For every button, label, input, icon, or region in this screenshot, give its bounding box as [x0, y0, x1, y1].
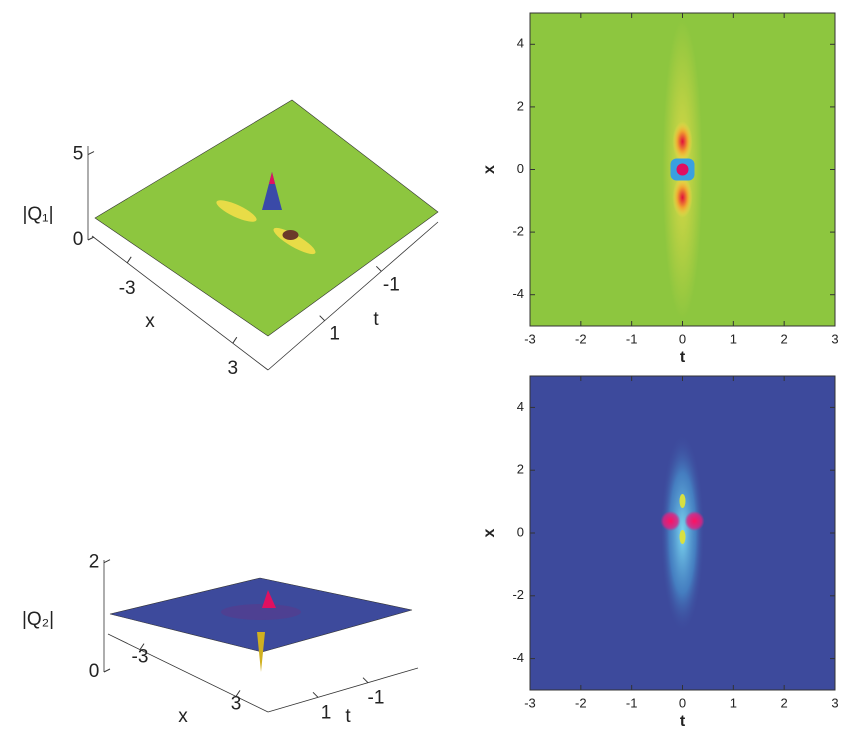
- x-tick-label: 3: [231, 693, 242, 714]
- y-tick-label: 2: [517, 98, 524, 113]
- t-axis-label: t: [373, 309, 379, 330]
- x-tick-label: 0: [679, 331, 686, 346]
- x-tick: [139, 643, 145, 650]
- x-tick-label: -3: [524, 331, 536, 346]
- x-tick-label: 1: [730, 331, 737, 346]
- lobe: [672, 121, 693, 162]
- x-tick-label: 1: [730, 695, 737, 710]
- t-tick: [319, 315, 326, 322]
- y-tick-label: 0: [517, 161, 524, 176]
- x-tick: [235, 690, 241, 697]
- y-axis-label: x: [481, 528, 498, 537]
- axis-line: [267, 221, 439, 371]
- x-tick-label: -3: [119, 278, 136, 299]
- x-tick-label: 2: [781, 331, 788, 346]
- y-tick-label: -4: [512, 286, 524, 301]
- x-axis-label: t: [680, 349, 686, 366]
- x-axis-label: x: [145, 311, 155, 332]
- peak: [262, 590, 276, 608]
- y-tick-label: 2: [517, 462, 524, 477]
- y-tick-label: 4: [517, 399, 524, 414]
- x-tick-label: 3: [228, 358, 239, 379]
- lobe: [672, 177, 693, 218]
- t-tick-label: -1: [368, 688, 385, 709]
- z-tick-label: 5: [73, 144, 84, 165]
- z-axis-label: |Q₁|: [22, 204, 53, 225]
- x-axis-label: x: [178, 706, 188, 727]
- z-tick: [87, 236, 95, 241]
- y-tick-label: -2: [512, 224, 524, 239]
- surface-plane: [94, 99, 439, 337]
- axis-line: [91, 235, 269, 371]
- y-tick-label: 0: [517, 524, 524, 539]
- trough: [216, 200, 257, 222]
- t-tick-label: 1: [329, 324, 340, 345]
- t-tick-label: -1: [383, 274, 400, 295]
- lobe: [684, 511, 705, 531]
- x-tick-label: -3: [524, 695, 536, 710]
- t-tick: [312, 691, 319, 698]
- spot: [679, 494, 686, 508]
- dip: [257, 632, 265, 672]
- spot: [679, 530, 686, 544]
- x-tick-label: -3: [132, 647, 149, 668]
- x-tick-label: 0: [679, 695, 686, 710]
- z-tick-label: 2: [89, 552, 100, 573]
- x-tick-label: 2: [781, 695, 788, 710]
- t-tick: [362, 677, 369, 684]
- peak: [262, 172, 282, 210]
- axis-line: [107, 633, 269, 713]
- x-tick-label: 3: [831, 331, 838, 346]
- z-tick-label: 0: [73, 229, 84, 250]
- t-tick: [375, 265, 382, 272]
- z-tick: [103, 668, 111, 673]
- x-tick-label: -1: [626, 695, 638, 710]
- y-tick-label: -4: [512, 650, 524, 665]
- axis-line: [267, 667, 419, 713]
- ridge: [221, 604, 301, 620]
- x-tick: [232, 336, 238, 344]
- x-axis-label: t: [680, 713, 686, 730]
- x-tick-label: -2: [575, 331, 587, 346]
- y-tick-label: -2: [512, 587, 524, 602]
- z-tick: [103, 559, 111, 564]
- z-tick-label: 0: [89, 661, 100, 682]
- z-tick: [87, 151, 95, 155]
- x-tick-label: 3: [831, 695, 838, 710]
- peak-tip: [269, 172, 275, 184]
- x-tick-label: -2: [575, 695, 587, 710]
- z-axis-label: |Q₂|: [22, 609, 54, 630]
- y-axis-label: x: [481, 165, 498, 174]
- dip: [282, 230, 299, 240]
- core-dot: [676, 163, 689, 176]
- y-tick-label: 4: [517, 36, 524, 51]
- t-tick-label: 1: [321, 702, 332, 723]
- x-tick: [126, 256, 132, 264]
- t-axis-label: t: [345, 706, 351, 727]
- lobe: [660, 511, 681, 531]
- x-tick-label: -1: [626, 331, 638, 346]
